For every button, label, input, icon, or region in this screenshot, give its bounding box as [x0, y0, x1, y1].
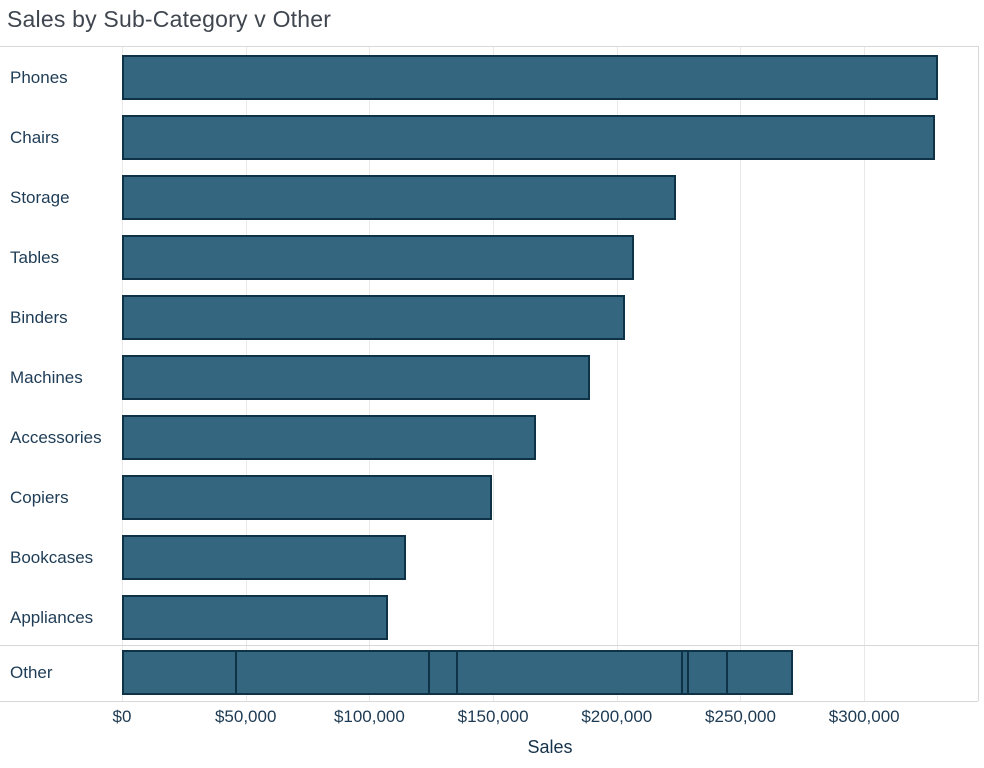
category-label: Binders: [10, 307, 68, 327]
bar[interactable]: [122, 535, 407, 580]
bar[interactable]: [122, 175, 676, 220]
gridline: [740, 46, 742, 701]
other-bar-segment[interactable]: [235, 650, 430, 695]
bar[interactable]: [122, 475, 492, 520]
pane-top-border: [0, 46, 978, 47]
bar[interactable]: [122, 115, 935, 160]
category-label: Storage: [10, 187, 70, 207]
category-label: Other: [10, 662, 53, 682]
other-stacked-bar: [122, 650, 793, 695]
chart-title: Sales by Sub-Category v Other: [7, 6, 332, 32]
category-label: Phones: [10, 67, 68, 87]
x-tick-label: $250,000: [705, 707, 776, 726]
category-label: Chairs: [10, 127, 60, 147]
x-axis-title: Sales: [527, 737, 573, 757]
pane-bottom-border: [0, 701, 978, 702]
pane-divider: [0, 645, 978, 646]
bar[interactable]: [122, 55, 939, 100]
bar[interactable]: [122, 415, 537, 460]
gridline: [864, 46, 866, 701]
bar[interactable]: [122, 595, 389, 640]
bar[interactable]: [122, 295, 626, 340]
x-tick-label: $200,000: [581, 707, 653, 726]
other-bar-segment[interactable]: [456, 650, 684, 695]
bar[interactable]: [122, 355, 591, 400]
other-bar-segment[interactable]: [725, 650, 793, 695]
x-tick-label: $100,000: [333, 707, 405, 726]
category-label: Copiers: [10, 487, 69, 507]
category-label: Appliances: [10, 607, 94, 627]
x-tick-label: $300,000: [828, 707, 900, 726]
category-label: Machines: [10, 367, 83, 387]
bar[interactable]: [122, 235, 635, 280]
category-label: Tables: [10, 247, 60, 267]
other-bar-segment[interactable]: [686, 650, 728, 695]
gridline: [616, 46, 618, 701]
other-bar-segment[interactable]: [427, 650, 459, 695]
x-tick-label: $150,000: [457, 707, 529, 726]
category-label: Accessories: [10, 427, 102, 447]
pane-right-border: [978, 46, 979, 701]
x-tick-label: $0: [112, 707, 132, 726]
category-label: Bookcases: [10, 547, 94, 567]
other-bar-segment[interactable]: [122, 650, 238, 695]
x-tick-label: $50,000: [214, 707, 277, 726]
